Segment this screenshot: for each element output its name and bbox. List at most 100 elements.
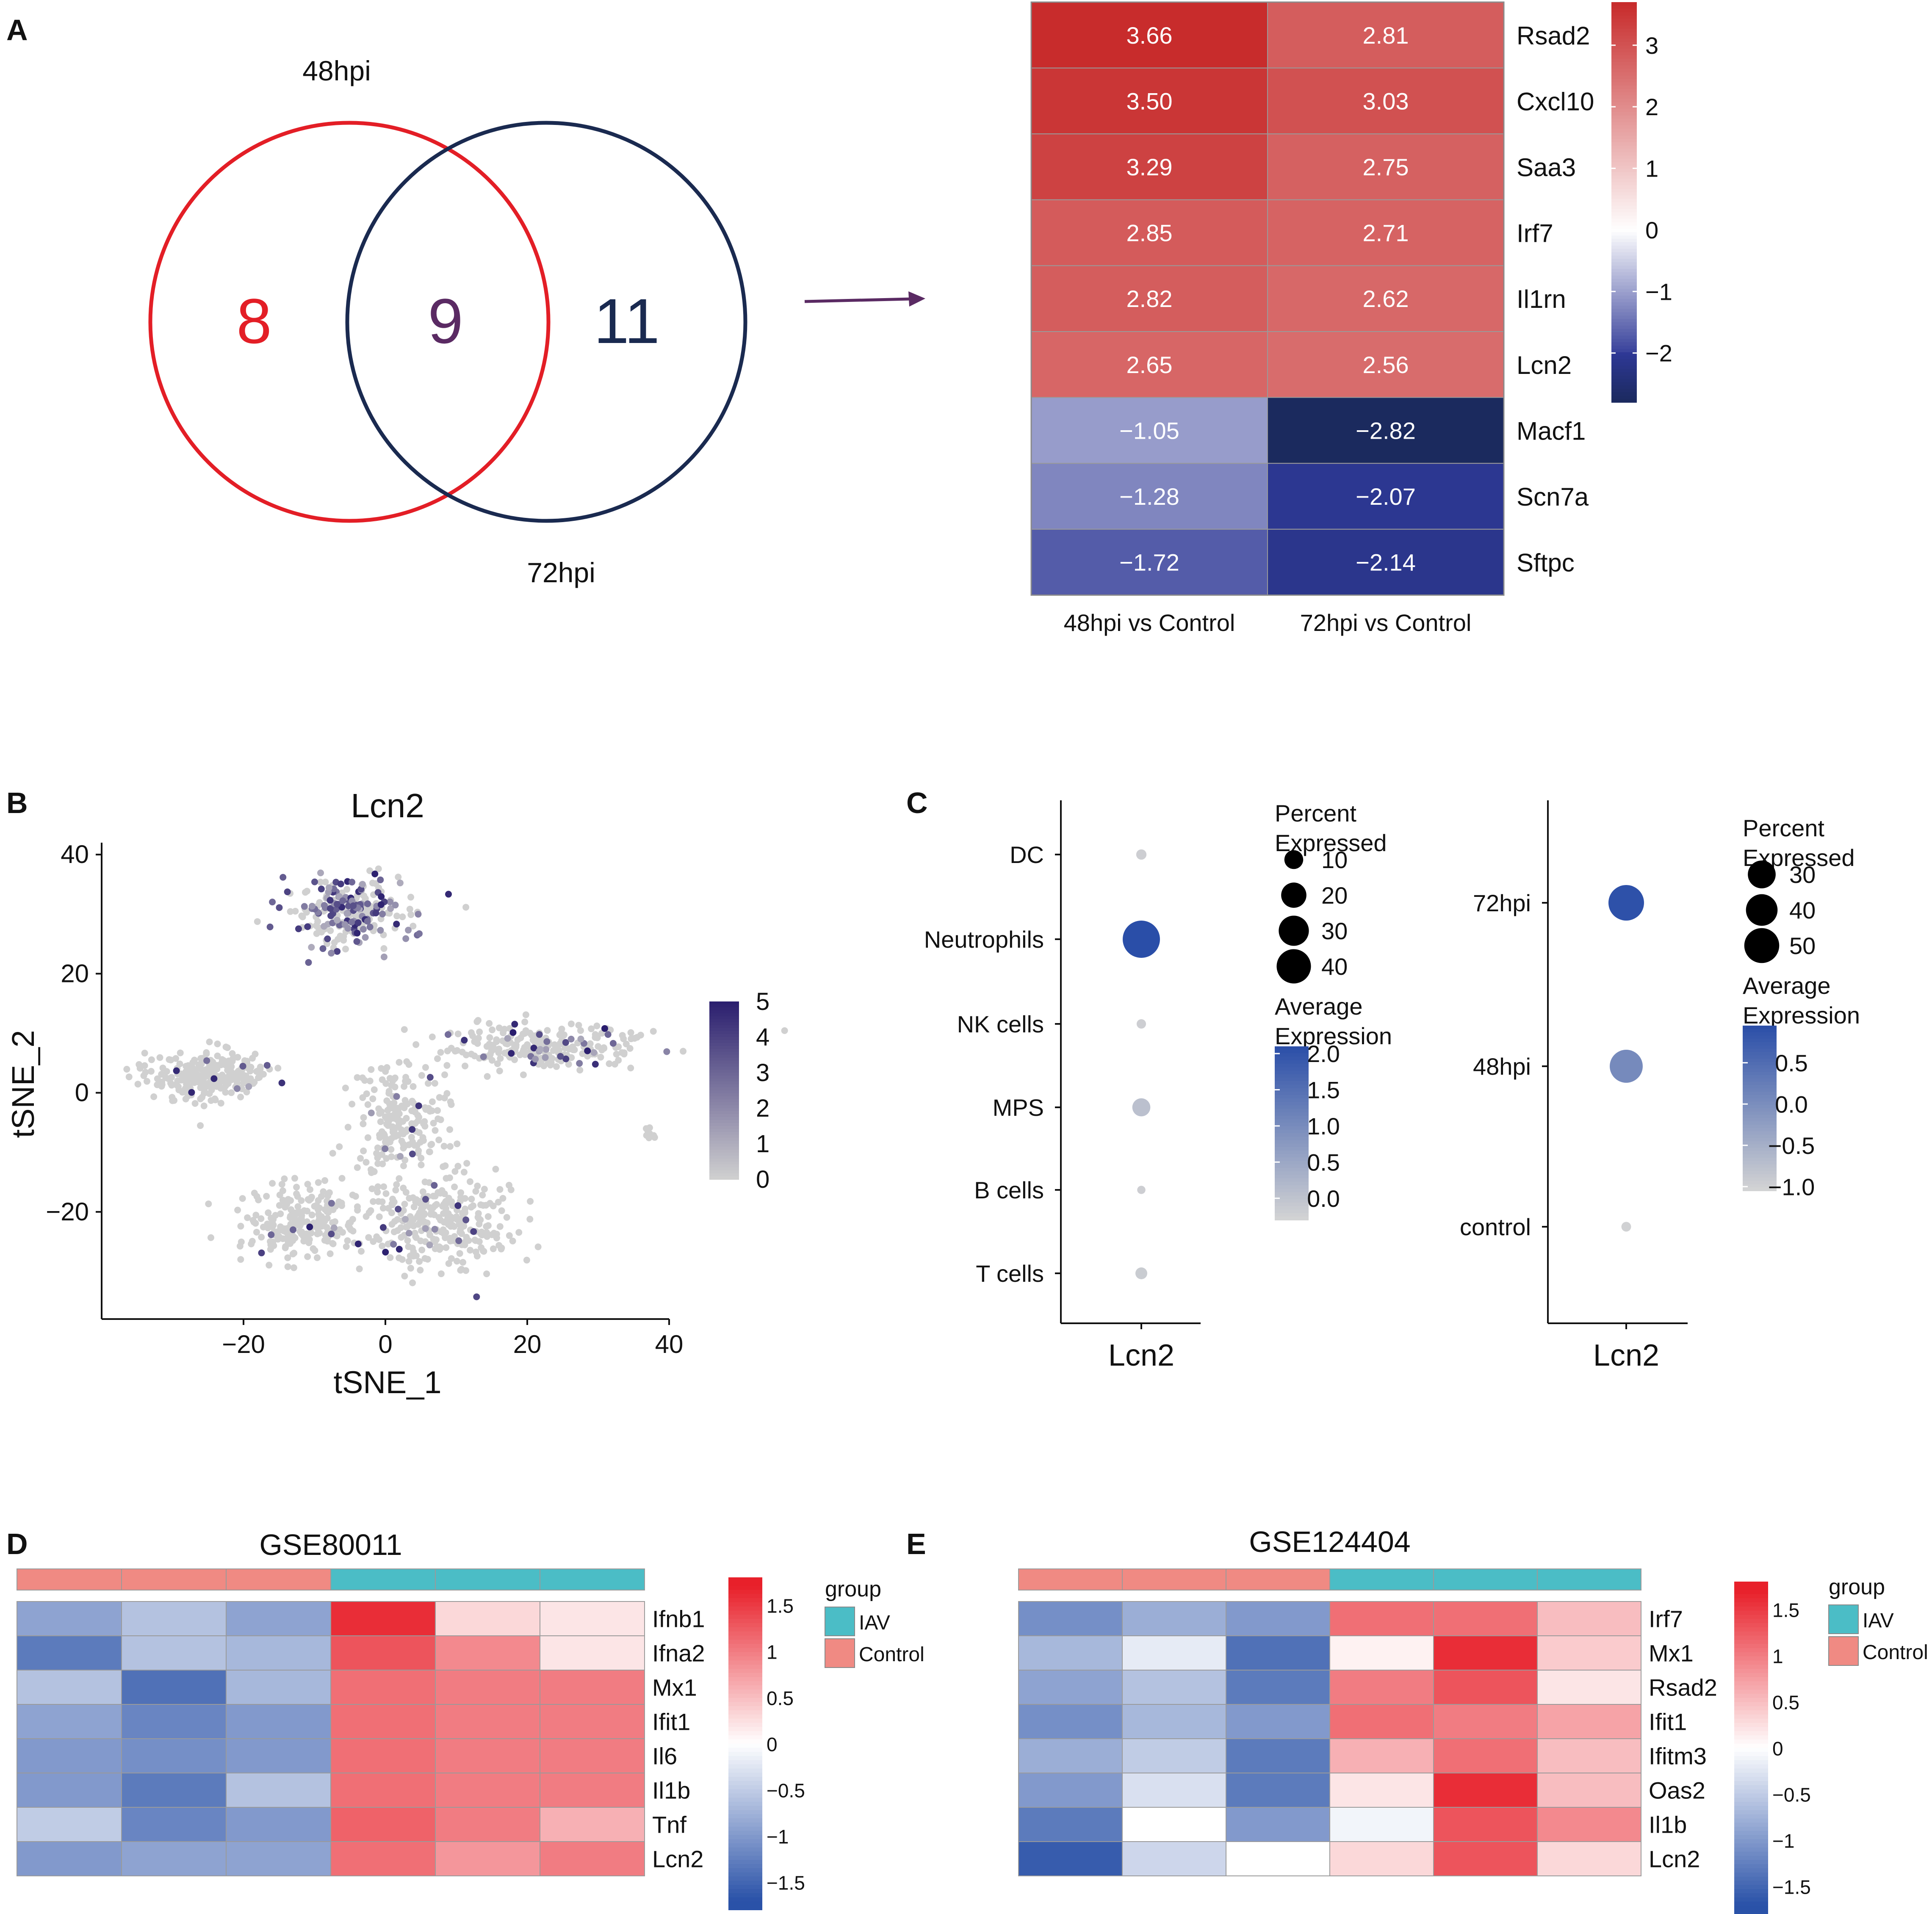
colorbar-a-segment — [1611, 305, 1637, 310]
tsne-point — [311, 1203, 318, 1210]
tsne-y-tick-label: 0 — [75, 1079, 89, 1107]
tsne-point — [426, 1074, 434, 1081]
tsne-point — [237, 1093, 244, 1101]
panel-label-e: E — [906, 1527, 926, 1560]
heatmap-cell — [17, 1704, 122, 1739]
tsne-colorbar-segment — [709, 1096, 739, 1100]
tsne-point — [382, 1249, 389, 1256]
colorbar-a-segment — [1611, 65, 1637, 69]
heatmap-cell — [1433, 1738, 1538, 1773]
heatmap-colorbar-segment — [728, 1619, 762, 1624]
tsne-point — [368, 1066, 375, 1073]
tsne-point — [441, 1071, 448, 1079]
tsne-point — [534, 1243, 542, 1250]
heatmap-cell — [1329, 1704, 1434, 1739]
tsne-point — [385, 1205, 392, 1212]
heatmap-a-cell — [1267, 67, 1504, 135]
heatmap-cell — [1433, 1807, 1538, 1842]
dotplot-colorbar-segment — [1275, 1161, 1309, 1165]
heatmap-colorbar-segment — [1734, 1673, 1768, 1678]
dotplot-colorbar-segment — [1743, 1167, 1777, 1172]
tsne-point — [650, 1028, 657, 1035]
heatmap-colorbar-segment — [728, 1710, 762, 1715]
colorbar-a-segment — [1611, 342, 1637, 346]
tsne-point — [441, 1094, 448, 1101]
tsne-point — [360, 1120, 367, 1128]
tsne-colorbar-segment — [709, 1111, 739, 1115]
tsne-point — [325, 884, 332, 891]
dotplot-colorbar-segment — [1743, 1108, 1777, 1112]
colorbar-a-segment — [1611, 62, 1637, 66]
tsne-colorbar-tick-label: 2 — [756, 1095, 769, 1122]
tsne-point — [480, 1248, 487, 1255]
tsne-point — [302, 889, 309, 896]
heatmap-cell — [17, 1670, 122, 1705]
heatmap-colorbar-segment — [728, 1868, 762, 1873]
dotplot-colorbar-segment — [1743, 1039, 1777, 1043]
tsne-point — [396, 1254, 403, 1261]
tsne-point — [634, 1034, 641, 1041]
tsne-point — [276, 904, 283, 911]
tsne-point — [304, 923, 311, 930]
tsne-point — [269, 1180, 276, 1187]
heatmap-colorbar-segment — [728, 1831, 762, 1836]
tsne-point — [426, 1242, 433, 1249]
dotplot-colorbar-segment — [1275, 1203, 1309, 1207]
tsne-point — [395, 1206, 402, 1213]
heatmap-colorbar-segment — [728, 1856, 762, 1861]
tsne-point — [276, 1202, 283, 1209]
colorbar-a-segment — [1611, 352, 1637, 356]
colorbar-a-segment — [1611, 309, 1637, 313]
heatmap-cell — [226, 1601, 331, 1636]
colorbar-a-segment — [1611, 25, 1637, 29]
heatmap-cell — [1226, 1704, 1330, 1739]
tsne-point — [400, 1207, 407, 1214]
heatmap-cell — [1329, 1841, 1434, 1876]
heatmap-colorbar-segment — [1734, 1652, 1768, 1657]
tsne-point — [511, 1056, 518, 1063]
tsne-colorbar-tick-label: 5 — [756, 988, 769, 1015]
tsne-point — [369, 880, 376, 887]
tsne-point — [372, 910, 379, 917]
tsne-colorbar-segment — [709, 1144, 739, 1147]
tsne-point — [317, 1214, 324, 1222]
heatmap-colorbar-segment — [728, 1585, 762, 1590]
heatmap-cell — [1018, 1635, 1123, 1671]
colorbar-a-segment — [1611, 299, 1637, 303]
dotplot-color-legend-title: Expression — [1275, 1023, 1392, 1049]
tsne-point — [371, 1086, 378, 1093]
heatmap-legend-label: Control — [1863, 1641, 1928, 1664]
tsne-colorbar-segment — [709, 1117, 739, 1120]
tsne-point — [556, 1032, 563, 1039]
colorbar-a-segment — [1611, 12, 1637, 16]
tsne-point — [282, 1244, 289, 1251]
tsne-point — [437, 1116, 444, 1123]
heatmap-colorbar-segment — [1734, 1648, 1768, 1653]
tsne-point — [396, 1059, 403, 1066]
colorbar-a-segment — [1611, 392, 1637, 396]
colorbar-a-segment — [1611, 136, 1637, 139]
tsne-point — [543, 1038, 551, 1045]
tsne-point — [247, 1064, 255, 1071]
colorbar-a-segment — [1611, 379, 1637, 383]
dotplot-size-legend-label: 40 — [1789, 897, 1816, 924]
tsne-point — [456, 1250, 463, 1257]
heatmap-colorbar-segment — [1734, 1881, 1768, 1886]
dotplot-timepoints: 72hpi48hpicontrolLcn2PercentExpressed304… — [1460, 800, 1860, 1372]
dotplot-color-legend-title: Expression — [1743, 1002, 1860, 1029]
tsne-colorbar-segment — [709, 1132, 739, 1135]
tsne-point — [509, 1029, 517, 1036]
heatmap-colorbar-segment — [728, 1793, 762, 1798]
heatmap-colorbar-segment — [1734, 1889, 1768, 1894]
arrow — [804, 291, 925, 307]
tsne-point — [601, 1025, 608, 1032]
tsne-point — [401, 1200, 408, 1208]
heatmap-colorbar-segment — [728, 1610, 762, 1615]
heatmap-row-label: Ifitm3 — [1649, 1743, 1707, 1770]
colorbar-a-segment — [1611, 355, 1637, 360]
tsne-point — [410, 922, 417, 929]
heatmap-a-value-label: −2.82 — [1356, 417, 1416, 444]
dotplot-colorbar-segment — [1275, 1123, 1309, 1127]
heatmap-colorbar-segment — [1734, 1868, 1768, 1873]
tsne-point — [396, 880, 404, 887]
